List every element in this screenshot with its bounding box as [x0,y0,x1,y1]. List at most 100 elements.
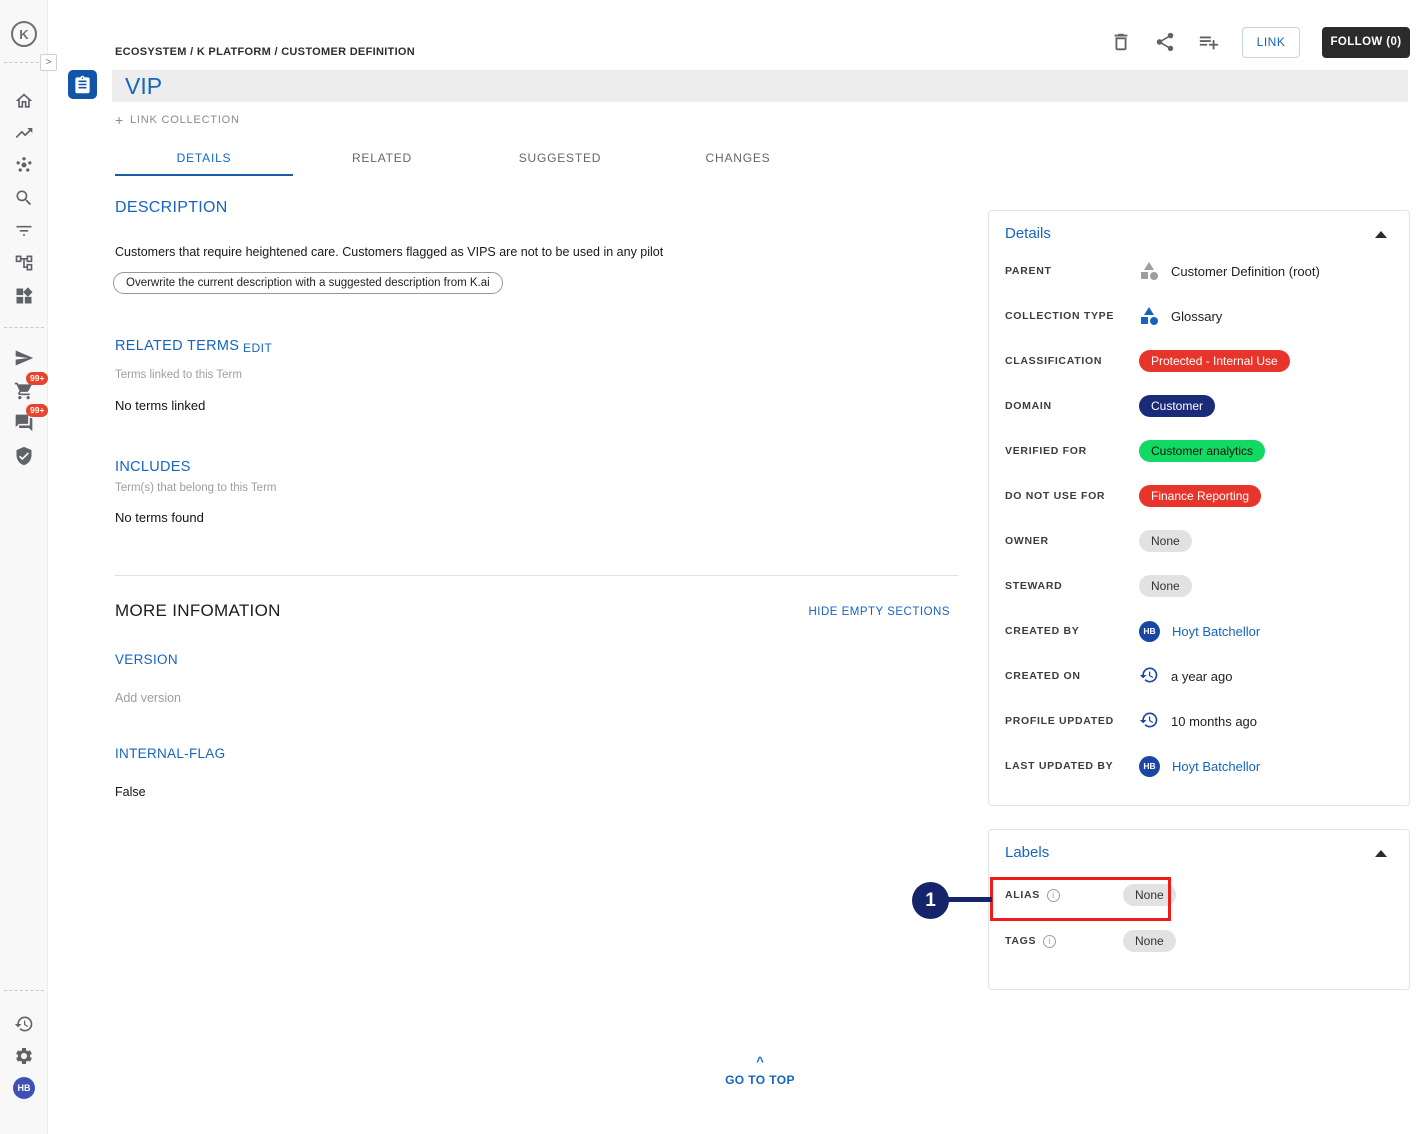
plus-icon: + [115,112,124,128]
collection-icon [1139,261,1159,281]
profile-updated-value: 10 months ago [1171,713,1258,729]
labels-panel: Labels ALIAS i None TAGS i None [988,829,1410,990]
detail-row-created-by: CREATED BY HB Hoyt Batchellor [1005,620,1393,642]
related-terms-heading: RELATED TERMS [115,338,240,354]
description-body: Customers that require heightened care. … [115,245,664,259]
collapse-caret-icon[interactable] [1375,231,1387,238]
cart-icon[interactable] [0,378,48,404]
sidebar-divider [4,62,44,63]
filter-icon[interactable] [0,217,48,243]
details-panel-title: Details [1005,225,1051,242]
user-avatar: HB [1139,755,1160,777]
follow-button[interactable]: FOLLOW (0) [1322,26,1410,58]
detail-row-do-not-use-for: DO NOT USE FOR Finance Reporting [1005,485,1393,507]
breadcrumb[interactable]: ECOSYSTEM / K PLATFORM / CUSTOMER DEFINI… [115,46,416,58]
annotation-connector-line [944,897,992,902]
alias-chip: None [1123,884,1176,906]
detail-row-verified-for: VERIFIED FOR Customer analytics [1005,440,1393,462]
version-placeholder[interactable]: Add version [115,691,182,705]
history-icon [1139,710,1159,733]
verified-for-chip[interactable]: Customer analytics [1139,440,1266,462]
edit-related-terms-link[interactable]: EDIT [243,341,273,355]
settings-gear-icon[interactable] [0,1043,48,1069]
version-heading: VERSION [115,652,178,667]
cluster-icon[interactable] [0,152,48,178]
info-icon[interactable]: i [1043,934,1057,948]
share-icon[interactable] [1154,31,1176,53]
hierarchy-icon[interactable] [0,250,48,276]
detail-row-last-updated-by: LAST UPDATED BY HB Hoyt Batchellor [1005,755,1393,777]
send-icon[interactable] [0,345,48,371]
description-heading: DESCRIPTION [115,199,228,216]
collection-type-icon [1139,306,1159,326]
info-icon[interactable]: i [1047,888,1060,902]
includes-empty: No terms found [115,510,204,525]
annotation-step-badge: 1 [912,882,949,919]
link-button[interactable]: LINK [1242,26,1300,58]
sidebar-divider [4,327,44,328]
internal-flag-value: False [115,785,146,799]
app-sidebar: K 99+ 99+ HB > [0,0,57,1134]
created-by-link[interactable]: Hoyt Batchellor [1172,623,1261,639]
section-divider [115,575,958,576]
tab-suggested[interactable]: SUGGESTED [518,151,602,165]
domain-chip[interactable]: Customer [1139,395,1216,417]
history-icon[interactable] [0,1011,48,1037]
parent-value[interactable]: Customer Definition (root) [1171,263,1320,279]
last-updated-by-link[interactable]: Hoyt Batchellor [1172,758,1261,774]
related-terms-subtitle: Terms linked to this Term [115,369,242,381]
home-icon[interactable] [0,88,48,114]
detail-row-owner: OWNER None [1005,530,1393,552]
labels-panel-title: Labels [1005,844,1050,861]
tab-details[interactable]: DETAILS [115,140,293,176]
detail-row-domain: DOMAIN Customer [1005,395,1393,417]
detail-row-created-on: CREATED ON a year ago [1005,665,1393,687]
tab-changes[interactable]: CHANGES [705,151,771,165]
shield-check-icon[interactable] [0,443,48,469]
go-to-top-label: GO TO TOP [725,1073,795,1087]
chevron-up-icon: ^ [756,1054,764,1069]
detail-row-parent: PARENT Customer Definition (root) [1005,260,1393,282]
user-avatar: HB [1139,620,1160,642]
cart-badge: 99+ [26,372,49,385]
link-collection-label: LINK COLLECTION [129,114,240,126]
chat-badge: 99+ [26,404,49,417]
tab-bar: DETAILS RELATED SUGGESTED CHANGES [115,140,827,176]
detail-row-steward: STEWARD None [1005,575,1393,597]
ai-suggestion-button[interactable]: Overwrite the current description with a… [113,272,503,294]
k-logo-letter: K [19,26,29,42]
sidebar-expand-button[interactable]: > [40,54,57,71]
internal-flag-heading: INTERNAL-FLAG [115,746,226,761]
delete-icon[interactable] [1110,31,1132,53]
detail-row-classification: CLASSIFICATION Protected - Internal Use [1005,350,1393,372]
search-icon[interactable] [0,185,48,211]
steward-chip: None [1139,575,1192,597]
chat-icon[interactable] [0,410,48,436]
do-not-use-for-chip[interactable]: Finance Reporting [1139,485,1262,507]
detail-row-collection-type: COLLECTION TYPE Glossary [1005,305,1393,327]
classification-chip[interactable]: Protected - Internal Use [1139,350,1290,372]
hide-empty-sections-link[interactable]: HIDE EMPTY SECTIONS [808,606,950,618]
k-logo-icon[interactable]: K [11,21,37,47]
label-row-tags: TAGS i None [1005,930,1393,952]
collapse-caret-icon[interactable] [1375,850,1387,857]
includes-subtitle: Term(s) that belong to this Term [115,482,277,494]
title-bar: VIP [112,70,1408,102]
more-information-heading: MORE INFOMATION [115,601,281,620]
playlist-add-icon[interactable] [1198,31,1220,53]
trending-up-icon[interactable] [0,120,48,146]
includes-heading: INCLUDES [115,459,191,475]
term-clipboard-icon [68,70,97,99]
link-collection-button[interactable]: + LINK COLLECTION [115,112,240,128]
tab-related[interactable]: RELATED [351,151,413,165]
detail-row-profile-updated: PROFILE UPDATED 10 months ago [1005,710,1393,732]
page-title: VIP [125,73,163,99]
collection-type-value[interactable]: Glossary [1171,308,1223,324]
go-to-top-button[interactable]: ^ GO TO TOP [680,1054,840,1087]
label-row-alias: ALIAS i None [1005,884,1393,906]
history-icon [1139,665,1159,688]
widgets-icon[interactable] [0,283,48,309]
tags-chip: None [1123,930,1176,952]
user-avatar[interactable]: HB [13,1077,35,1099]
